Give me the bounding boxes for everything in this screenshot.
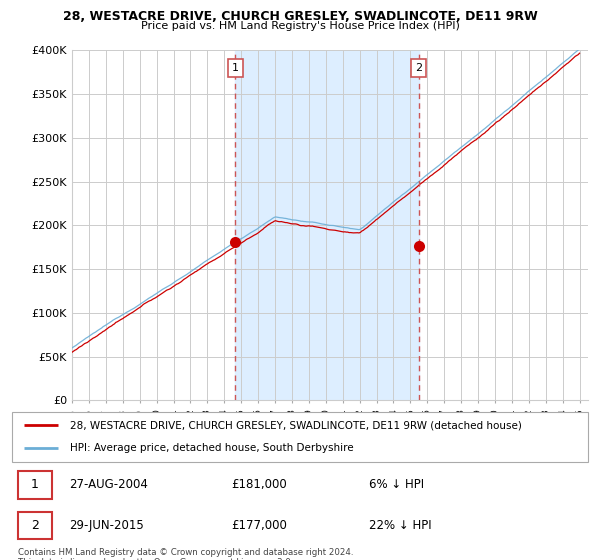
Text: 2: 2 (31, 519, 39, 533)
Bar (18, 472, 52, 498)
Bar (18, 512, 52, 539)
Text: 28, WESTACRE DRIVE, CHURCH GRESLEY, SWADLINCOTE, DE11 9RW: 28, WESTACRE DRIVE, CHURCH GRESLEY, SWAD… (62, 10, 538, 22)
Text: 29-JUN-2015: 29-JUN-2015 (70, 519, 145, 533)
Text: 1: 1 (232, 63, 239, 73)
Text: Price paid vs. HM Land Registry's House Price Index (HPI): Price paid vs. HM Land Registry's House … (140, 21, 460, 31)
Text: HPI: Average price, detached house, South Derbyshire: HPI: Average price, detached house, Sout… (70, 444, 353, 454)
Text: 1: 1 (31, 478, 39, 492)
Text: 2: 2 (415, 63, 422, 73)
Bar (235, 50, 419, 400)
Text: 22% ↓ HPI: 22% ↓ HPI (369, 519, 432, 533)
Text: Contains HM Land Registry data © Crown copyright and database right 2024.
This d: Contains HM Land Registry data © Crown c… (18, 548, 353, 560)
Text: 27-AUG-2004: 27-AUG-2004 (70, 478, 148, 492)
Text: £177,000: £177,000 (231, 519, 287, 533)
Text: 6% ↓ HPI: 6% ↓ HPI (369, 478, 424, 492)
Text: £181,000: £181,000 (231, 478, 287, 492)
Text: 28, WESTACRE DRIVE, CHURCH GRESLEY, SWADLINCOTE, DE11 9RW (detached house): 28, WESTACRE DRIVE, CHURCH GRESLEY, SWAD… (70, 420, 521, 430)
